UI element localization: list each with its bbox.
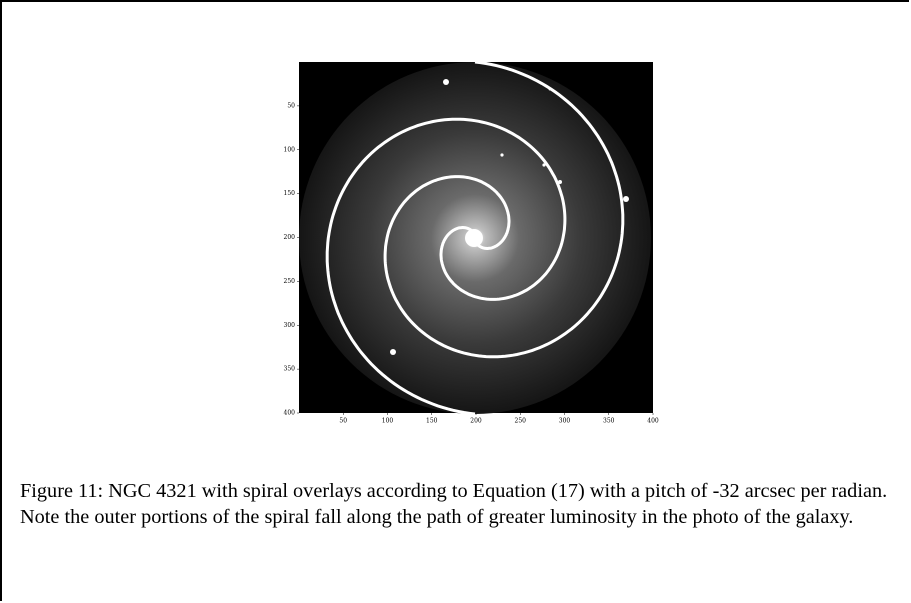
x-tick-label: 350 <box>603 418 615 425</box>
x-tick-label: 400 <box>647 418 659 425</box>
y-tick-label: 300 <box>284 322 296 329</box>
y-tick-label: 250 <box>284 278 296 285</box>
y-tick-label: 400 <box>284 410 296 417</box>
y-tick-label: 50 <box>287 102 295 109</box>
x-tick-label: 300 <box>559 418 571 425</box>
y-tick-label: 150 <box>284 190 296 197</box>
spiral-arm <box>325 117 567 416</box>
spiral-overlay <box>325 60 625 416</box>
figure-caption: Figure 11: NGC 4321 with spiral overlays… <box>20 480 888 528</box>
x-tick-label: 50 <box>339 418 347 425</box>
figure: 50 100 150 200 250 300 350 400 50 100 150 200 250 300… <box>284 60 659 425</box>
x-tick-label: 100 <box>382 418 394 425</box>
y-tick-label: 100 <box>284 146 296 153</box>
spiral-arm <box>383 60 625 359</box>
axes: 50 100 150 200 250 300 350 400 50 100 150 200 250 300… <box>284 102 659 424</box>
y-tick-label: 200 <box>284 234 296 241</box>
y-tick-label: 350 <box>284 366 296 373</box>
x-tick-label: 200 <box>470 418 482 425</box>
x-tick-label: 250 <box>515 418 527 425</box>
x-tick-label: 150 <box>426 418 438 425</box>
